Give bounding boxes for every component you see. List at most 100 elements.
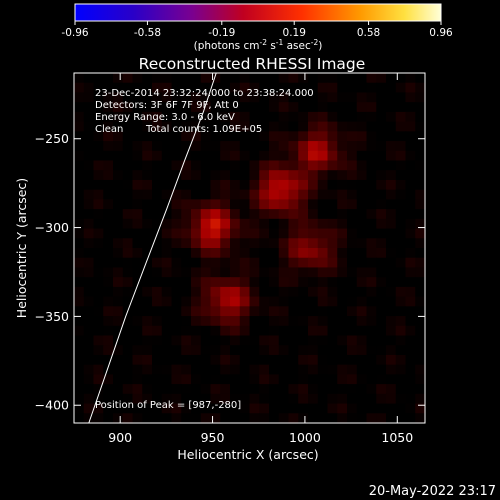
heatmap-cell [220,121,231,132]
heatmap-cell [103,286,114,298]
heatmap-cell [249,345,260,356]
heatmap-cell [93,238,104,249]
heatmap-cell [210,277,221,288]
heatmap-cell [113,325,124,337]
heatmap-cell [405,277,416,288]
heatmap-cell [337,257,348,269]
heatmap-cell [103,218,114,230]
heatmap-cell [395,248,407,259]
heatmap-cell [386,111,397,123]
heatmap-cell [347,179,358,191]
heatmap-cell [93,92,104,103]
heatmap-cell [386,267,397,278]
heatmap-cell [191,306,202,317]
heatmap-cell [288,218,299,230]
heatmap-cell [171,228,182,239]
heatmap-cell [220,345,231,356]
heatmap-cell [317,277,329,288]
heatmap-cell [366,209,377,220]
heatmap-cell [171,316,182,327]
heatmap-cell [317,335,329,346]
heatmap-cell [317,121,329,132]
heatmap-cell [269,73,280,84]
heatmap-cell [405,121,416,132]
heatmap-cell [376,160,387,171]
heatmap-cell [220,335,231,346]
heatmap-cell [230,238,241,249]
heatmap-cell [278,267,290,278]
heatmap-cell [230,111,241,123]
heatmap-cell [249,179,260,191]
heatmap-cell [269,306,280,317]
heatmap-cell [288,82,299,94]
heatmap-cell [317,150,329,162]
heatmap-cell [239,277,251,288]
heatmap-cell [210,218,221,230]
heatmap-cell [74,160,85,171]
heatmap-cell [347,316,358,327]
heatmap-cell [259,82,270,94]
heatmap-cell [230,82,241,94]
heatmap-cell [317,374,329,385]
heatmap-cell [74,384,85,395]
heatmap-cell [191,248,202,259]
heatmap-cell [230,199,241,210]
heatmap-cell [366,92,377,103]
heatmap-cell [239,111,251,123]
heatmap-cell [74,218,85,230]
heatmap-cell [191,121,202,132]
heatmap-cell [308,354,319,366]
heatmap-cell [356,189,368,200]
heatmap-cell [161,179,173,191]
heatmap-cell [347,141,358,152]
heatmap-cell [103,189,114,200]
heatmap-cell [142,170,153,181]
heatmap-cell [83,228,95,239]
heatmap-cell [210,238,221,249]
heatmap-cell [308,189,319,200]
heatmap-cell [239,393,251,405]
heatmap-cell [317,209,329,220]
heatmap-cell [308,335,319,346]
heatmap-cell [376,384,387,395]
heatmap-cell [122,277,134,288]
heatmap-cell [259,73,270,84]
heatmap-cell [327,102,338,113]
heatmap-cell [288,102,299,113]
heatmap-cell [191,209,202,220]
heatmap-cell [152,199,163,210]
heatmap-cell [113,248,124,259]
heatmap-cell [337,121,348,132]
heatmap-cell [239,199,251,210]
heatmap-cell [288,403,299,414]
heatmap-cell [200,228,212,239]
heatmap-cell [366,179,377,191]
heatmap-cell [249,82,260,94]
heatmap-cell [220,277,231,288]
heatmap-cell [122,102,134,113]
heatmap-cell [132,82,143,94]
heatmap-cell [395,267,407,278]
heatmap-cell [239,316,251,327]
heatmap-cell [152,325,163,337]
heatmap-cell [200,364,212,375]
heatmap-cell [113,228,124,239]
heatmap-cell [83,141,95,152]
heatmap-cell [161,102,173,113]
heatmap-cell [337,102,348,113]
heatmap-cell [415,121,426,132]
heatmap-cell [337,374,348,385]
heatmap-cell [210,209,221,220]
heatmap-cell [366,364,377,375]
heatmap-cell [93,141,104,152]
heatmap-cell [132,403,143,414]
heatmap-cell [415,286,426,298]
heatmap-cell [337,218,348,230]
heatmap-cell [376,141,387,152]
heatmap-cell [220,364,231,375]
heatmap-cell [171,73,182,84]
heatmap-cell [74,316,85,327]
heatmap-cell [259,393,270,405]
heatmap-cell [220,238,231,249]
heatmap-cell [132,150,143,162]
